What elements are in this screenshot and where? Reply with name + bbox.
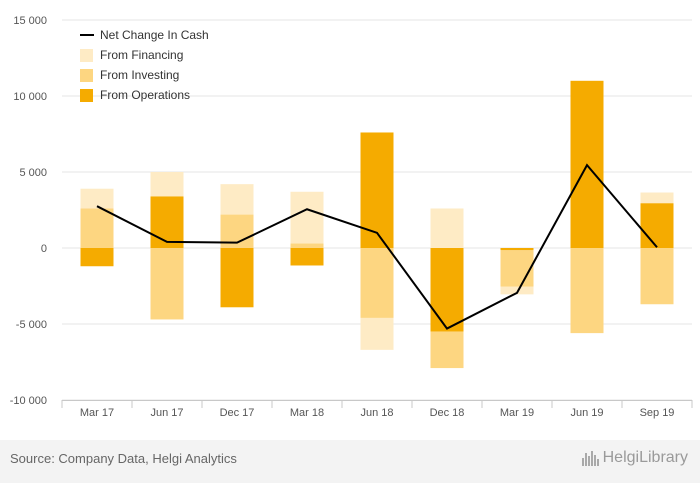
x-tick-label: Mar 18	[290, 407, 324, 419]
bar-from-investing	[570, 248, 604, 334]
footer: Source: Company Data, Helgi Analytics He…	[0, 440, 700, 483]
bar-from-investing	[640, 248, 674, 305]
source-note: Source: Company Data, Helgi Analytics	[10, 451, 237, 466]
library-icon	[581, 450, 599, 466]
bar-from-operations	[290, 248, 324, 266]
x-tick-label: Dec 18	[430, 407, 465, 419]
bar-from-financing	[500, 286, 534, 295]
bar-from-financing	[640, 192, 674, 204]
logo-text: HelgiLibrary	[602, 449, 688, 466]
bar-from-operations	[430, 248, 464, 332]
bar-from-investing	[150, 248, 184, 320]
y-tick-label: 15 000	[13, 15, 47, 27]
bar-from-investing	[290, 243, 324, 248]
y-tick-label: -5 000	[16, 319, 47, 331]
bar-from-operations	[500, 248, 534, 251]
legend-swatch	[80, 89, 93, 102]
chart: -10 000 -5 000 0 5 000 10 000 15 000 Mar 17 Jun…	[10, 15, 693, 419]
bar-from-operations	[360, 132, 394, 248]
bar-from-financing	[220, 184, 254, 215]
bar-from-operations	[640, 203, 674, 248]
bar-from-operations	[220, 248, 254, 308]
x-tick-label: Dec 17	[220, 407, 255, 419]
x-tick-label: Jun 19	[570, 407, 603, 419]
y-tick-label: 0	[41, 243, 47, 255]
bar-from-investing	[360, 248, 394, 318]
bar-from-investing	[430, 331, 464, 369]
y-tick-label: -10 000	[10, 395, 47, 407]
legend-label: From Operations	[100, 88, 190, 102]
bar-from-financing	[430, 208, 464, 248]
x-tick-label: Jun 18	[360, 407, 393, 419]
bar-from-investing	[500, 250, 534, 287]
bar-from-financing	[290, 191, 324, 244]
bar-from-financing	[150, 172, 184, 197]
bar-from-operations	[150, 196, 184, 248]
legend-swatch	[80, 69, 93, 82]
legend-label: From Financing	[100, 48, 183, 62]
helgi-library-logo: HelgiLibrary	[581, 449, 688, 467]
bar-from-financing	[80, 188, 114, 209]
legend-label: Net Change In Cash	[100, 28, 209, 42]
bar-from-financing	[360, 317, 394, 350]
y-tick-label: 10 000	[13, 91, 47, 103]
bar-from-operations	[80, 248, 114, 267]
bar-from-investing	[80, 208, 114, 248]
x-tick-label: Sep 19	[640, 407, 675, 419]
x-tick-label: Mar 19	[500, 407, 534, 419]
legend-label: From Investing	[100, 68, 179, 82]
x-tick-label: Mar 17	[80, 407, 114, 419]
y-tick-label: 5 000	[19, 167, 47, 179]
x-tick-label: Jun 17	[150, 407, 183, 419]
legend-swatch	[80, 49, 93, 62]
